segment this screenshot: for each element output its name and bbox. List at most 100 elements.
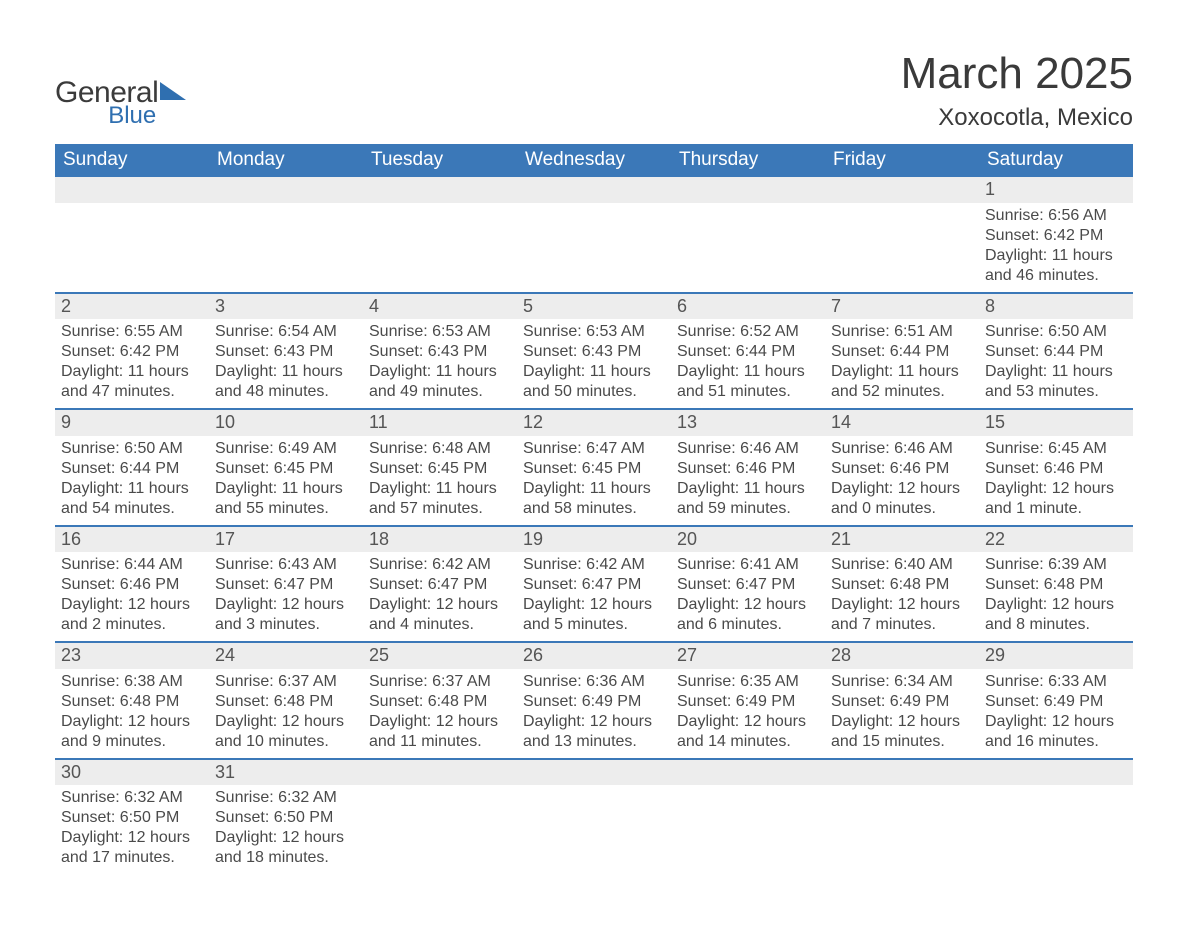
- day-detail-cell: [363, 785, 517, 874]
- day-detail-cell: Sunrise: 6:50 AMSunset: 6:44 PMDaylight:…: [979, 319, 1133, 409]
- weekday-header: Sunday: [55, 144, 209, 177]
- sunrise-line: Sunrise: 6:37 AM: [369, 672, 511, 692]
- sunset-line: Sunset: 6:48 PM: [215, 692, 357, 712]
- day-number-cell: [209, 177, 363, 203]
- daylight-line-2: and 15 minutes.: [831, 732, 973, 752]
- day-number-cell: 20: [671, 526, 825, 553]
- day-number-row: 1: [55, 177, 1133, 203]
- daylight-line-1: Daylight: 12 hours: [523, 712, 665, 732]
- day-number-cell: 2: [55, 293, 209, 320]
- day-number-cell: 24: [209, 642, 363, 669]
- weekday-header-row: Sunday Monday Tuesday Wednesday Thursday…: [55, 144, 1133, 177]
- day-detail-cell: Sunrise: 6:43 AMSunset: 6:47 PMDaylight:…: [209, 552, 363, 642]
- day-number-cell: 8: [979, 293, 1133, 320]
- daylight-line-2: and 17 minutes.: [61, 848, 203, 868]
- daylight-line-1: Daylight: 12 hours: [985, 595, 1127, 615]
- sunset-line: Sunset: 6:43 PM: [215, 342, 357, 362]
- sunrise-line: Sunrise: 6:50 AM: [61, 439, 203, 459]
- day-number-cell: 11: [363, 409, 517, 436]
- sunset-line: Sunset: 6:48 PM: [61, 692, 203, 712]
- day-number-cell: 29: [979, 642, 1133, 669]
- day-number-row: 23242526272829: [55, 642, 1133, 669]
- daylight-line-1: Daylight: 11 hours: [985, 362, 1127, 382]
- weekday-header: Tuesday: [363, 144, 517, 177]
- daylight-line-2: and 11 minutes.: [369, 732, 511, 752]
- day-number-cell: 16: [55, 526, 209, 553]
- sunset-line: Sunset: 6:47 PM: [215, 575, 357, 595]
- day-number-row: 16171819202122: [55, 526, 1133, 553]
- daylight-line-1: Daylight: 12 hours: [985, 479, 1127, 499]
- day-detail-cell: Sunrise: 6:52 AMSunset: 6:44 PMDaylight:…: [671, 319, 825, 409]
- daylight-line-2: and 4 minutes.: [369, 615, 511, 635]
- day-detail-cell: Sunrise: 6:32 AMSunset: 6:50 PMDaylight:…: [209, 785, 363, 874]
- sunrise-line: Sunrise: 6:56 AM: [985, 206, 1127, 226]
- daylight-line-1: Daylight: 12 hours: [831, 712, 973, 732]
- sunset-line: Sunset: 6:44 PM: [831, 342, 973, 362]
- daylight-line-2: and 14 minutes.: [677, 732, 819, 752]
- sunset-line: Sunset: 6:49 PM: [831, 692, 973, 712]
- sunrise-line: Sunrise: 6:49 AM: [215, 439, 357, 459]
- sunrise-line: Sunrise: 6:48 AM: [369, 439, 511, 459]
- sunrise-line: Sunrise: 6:51 AM: [831, 322, 973, 342]
- sunset-line: Sunset: 6:42 PM: [61, 342, 203, 362]
- day-detail-cell: [979, 785, 1133, 874]
- day-number-cell: 23: [55, 642, 209, 669]
- day-detail-row: Sunrise: 6:32 AMSunset: 6:50 PMDaylight:…: [55, 785, 1133, 874]
- daylight-line-1: Daylight: 11 hours: [215, 479, 357, 499]
- day-number-cell: 28: [825, 642, 979, 669]
- day-detail-cell: [517, 203, 671, 293]
- sunset-line: Sunset: 6:46 PM: [677, 459, 819, 479]
- daylight-line-2: and 51 minutes.: [677, 382, 819, 402]
- day-detail-cell: Sunrise: 6:45 AMSunset: 6:46 PMDaylight:…: [979, 436, 1133, 526]
- day-detail-cell: [825, 785, 979, 874]
- day-detail-cell: Sunrise: 6:53 AMSunset: 6:43 PMDaylight:…: [517, 319, 671, 409]
- day-detail-cell: Sunrise: 6:46 AMSunset: 6:46 PMDaylight:…: [825, 436, 979, 526]
- daylight-line-1: Daylight: 11 hours: [677, 362, 819, 382]
- daylight-line-2: and 50 minutes.: [523, 382, 665, 402]
- sunrise-line: Sunrise: 6:43 AM: [215, 555, 357, 575]
- daylight-line-1: Daylight: 12 hours: [985, 712, 1127, 732]
- day-number-cell: [671, 759, 825, 786]
- daylight-line-2: and 57 minutes.: [369, 499, 511, 519]
- daylight-line-2: and 58 minutes.: [523, 499, 665, 519]
- sunrise-line: Sunrise: 6:44 AM: [61, 555, 203, 575]
- sunset-line: Sunset: 6:43 PM: [523, 342, 665, 362]
- day-detail-cell: Sunrise: 6:40 AMSunset: 6:48 PMDaylight:…: [825, 552, 979, 642]
- sunrise-line: Sunrise: 6:40 AM: [831, 555, 973, 575]
- daylight-line-2: and 59 minutes.: [677, 499, 819, 519]
- day-number-cell: 31: [209, 759, 363, 786]
- day-detail-cell: [363, 203, 517, 293]
- day-number-cell: 6: [671, 293, 825, 320]
- day-detail-cell: Sunrise: 6:39 AMSunset: 6:48 PMDaylight:…: [979, 552, 1133, 642]
- daylight-line-2: and 3 minutes.: [215, 615, 357, 635]
- day-number-cell: 14: [825, 409, 979, 436]
- sunrise-line: Sunrise: 6:36 AM: [523, 672, 665, 692]
- daylight-line-2: and 47 minutes.: [61, 382, 203, 402]
- location-label: Xoxocotla, Mexico: [901, 104, 1133, 132]
- day-number-row: 3031: [55, 759, 1133, 786]
- calendar-page: General Blue March 2025 Xoxocotla, Mexic…: [0, 0, 1188, 934]
- title-block: March 2025 Xoxocotla, Mexico: [901, 50, 1133, 132]
- sunset-line: Sunset: 6:46 PM: [985, 459, 1127, 479]
- sunset-line: Sunset: 6:49 PM: [677, 692, 819, 712]
- day-number-cell: 21: [825, 526, 979, 553]
- day-detail-row: Sunrise: 6:55 AMSunset: 6:42 PMDaylight:…: [55, 319, 1133, 409]
- day-number-cell: 5: [517, 293, 671, 320]
- sunrise-line: Sunrise: 6:50 AM: [985, 322, 1127, 342]
- daylight-line-2: and 2 minutes.: [61, 615, 203, 635]
- daylight-line-1: Daylight: 11 hours: [61, 362, 203, 382]
- day-number-cell: [363, 177, 517, 203]
- daylight-line-1: Daylight: 11 hours: [523, 362, 665, 382]
- sunset-line: Sunset: 6:46 PM: [61, 575, 203, 595]
- daylight-line-1: Daylight: 12 hours: [61, 712, 203, 732]
- sunset-line: Sunset: 6:47 PM: [369, 575, 511, 595]
- day-number-cell: 30: [55, 759, 209, 786]
- daylight-line-1: Daylight: 12 hours: [677, 595, 819, 615]
- day-detail-cell: Sunrise: 6:53 AMSunset: 6:43 PMDaylight:…: [363, 319, 517, 409]
- day-detail-cell: Sunrise: 6:41 AMSunset: 6:47 PMDaylight:…: [671, 552, 825, 642]
- daylight-line-1: Daylight: 11 hours: [677, 479, 819, 499]
- day-number-cell: 22: [979, 526, 1133, 553]
- daylight-line-2: and 53 minutes.: [985, 382, 1127, 402]
- sunset-line: Sunset: 6:49 PM: [523, 692, 665, 712]
- sunset-line: Sunset: 6:45 PM: [215, 459, 357, 479]
